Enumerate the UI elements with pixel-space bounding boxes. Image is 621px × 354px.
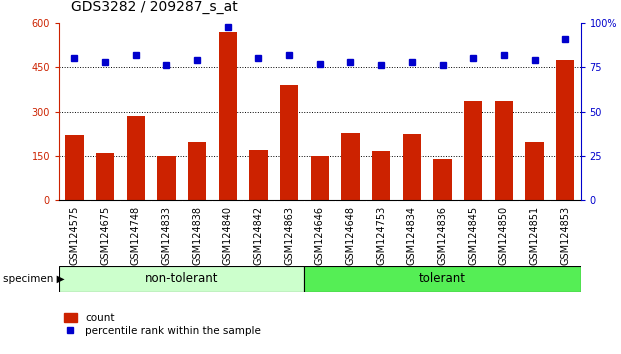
- Text: GSM124675: GSM124675: [100, 206, 110, 265]
- Text: GDS3282 / 209287_s_at: GDS3282 / 209287_s_at: [71, 0, 238, 14]
- Bar: [280, 85, 298, 200]
- Bar: [464, 101, 483, 200]
- Text: GSM124748: GSM124748: [130, 206, 141, 265]
- Bar: [402, 133, 421, 200]
- Text: GSM124833: GSM124833: [161, 206, 171, 265]
- Bar: [342, 133, 360, 200]
- Text: GSM124646: GSM124646: [315, 206, 325, 265]
- Bar: [59, 266, 304, 292]
- Text: non-tolerant: non-tolerant: [145, 272, 219, 285]
- Bar: [495, 101, 513, 200]
- Text: GSM124840: GSM124840: [223, 206, 233, 265]
- Text: GSM124836: GSM124836: [438, 206, 448, 265]
- Legend: count, percentile rank within the sample: count, percentile rank within the sample: [64, 313, 261, 336]
- Bar: [157, 156, 176, 200]
- Text: specimen ▶: specimen ▶: [3, 274, 65, 284]
- Bar: [304, 266, 581, 292]
- Bar: [249, 150, 268, 200]
- Text: GSM124853: GSM124853: [560, 206, 570, 265]
- Text: GSM124838: GSM124838: [192, 206, 202, 265]
- Text: GSM124845: GSM124845: [468, 206, 478, 265]
- Bar: [525, 142, 544, 200]
- Text: GSM124851: GSM124851: [530, 206, 540, 265]
- Text: GSM124850: GSM124850: [499, 206, 509, 265]
- Bar: [96, 153, 114, 200]
- Text: GSM124842: GSM124842: [253, 206, 263, 265]
- Bar: [188, 142, 206, 200]
- Text: GSM124753: GSM124753: [376, 206, 386, 265]
- Text: GSM124575: GSM124575: [70, 206, 79, 265]
- Bar: [310, 156, 329, 200]
- Text: GSM124648: GSM124648: [345, 206, 355, 265]
- Bar: [433, 159, 451, 200]
- Text: tolerant: tolerant: [419, 272, 466, 285]
- Bar: [65, 135, 84, 200]
- Bar: [219, 32, 237, 200]
- Text: GSM124834: GSM124834: [407, 206, 417, 265]
- Bar: [556, 60, 574, 200]
- Bar: [372, 152, 391, 200]
- Text: GSM124863: GSM124863: [284, 206, 294, 265]
- Bar: [127, 116, 145, 200]
